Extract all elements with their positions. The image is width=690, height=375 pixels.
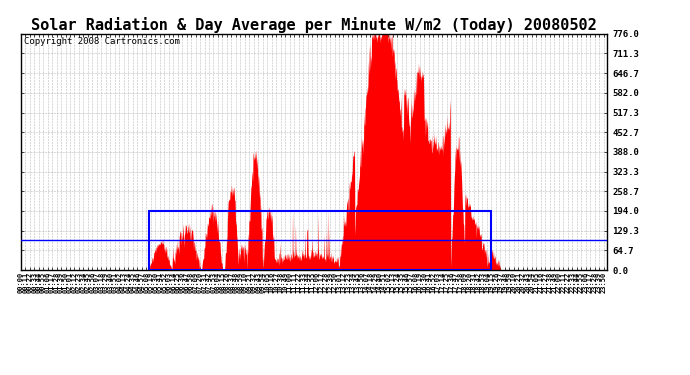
Title: Solar Radiation & Day Average per Minute W/m2 (Today) 20080502: Solar Radiation & Day Average per Minute… xyxy=(31,16,597,33)
Bar xyxy=(150,211,491,270)
Text: Copyright 2008 Cartronics.com: Copyright 2008 Cartronics.com xyxy=(23,37,179,46)
